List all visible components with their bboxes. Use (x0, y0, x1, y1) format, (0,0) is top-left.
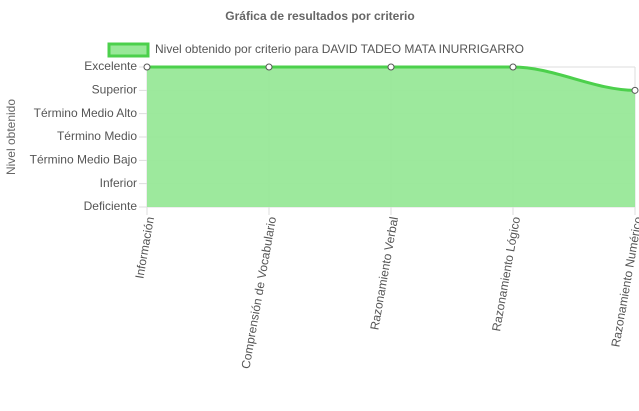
y-tick-label: Deficiente (84, 199, 138, 213)
y-tick-label: Término Medio Alto (34, 106, 138, 120)
y-tick-label: Término Medio (57, 129, 137, 143)
y-tick-label: Excelente (84, 59, 137, 73)
point (387, 63, 395, 71)
y-tick-label: Inferior (100, 176, 137, 190)
x-tick-label: Información (132, 216, 157, 280)
point (509, 63, 517, 71)
series-area (147, 67, 635, 207)
y-tick-label: Término Medio Bajo (30, 153, 138, 167)
x-tick-label: Comprensión de Vocabulario (239, 215, 280, 370)
chart-title: Gráfica de resultados por criterio (225, 9, 414, 23)
y-axis-label: Nivel obtenido (4, 99, 18, 175)
x-tick-label: Razonamiento Verbal (367, 216, 401, 331)
point (143, 63, 151, 71)
legend-label: Nivel obtenido por criterio para DAVID T… (155, 42, 524, 56)
point (631, 86, 639, 94)
y-tick-label: Superior (92, 83, 137, 97)
x-tick-label: Razonamiento Numérico (608, 215, 639, 348)
x-tick-label: Razonamiento Lógico (489, 215, 523, 332)
point (265, 63, 273, 71)
legend-swatch (107, 42, 150, 58)
